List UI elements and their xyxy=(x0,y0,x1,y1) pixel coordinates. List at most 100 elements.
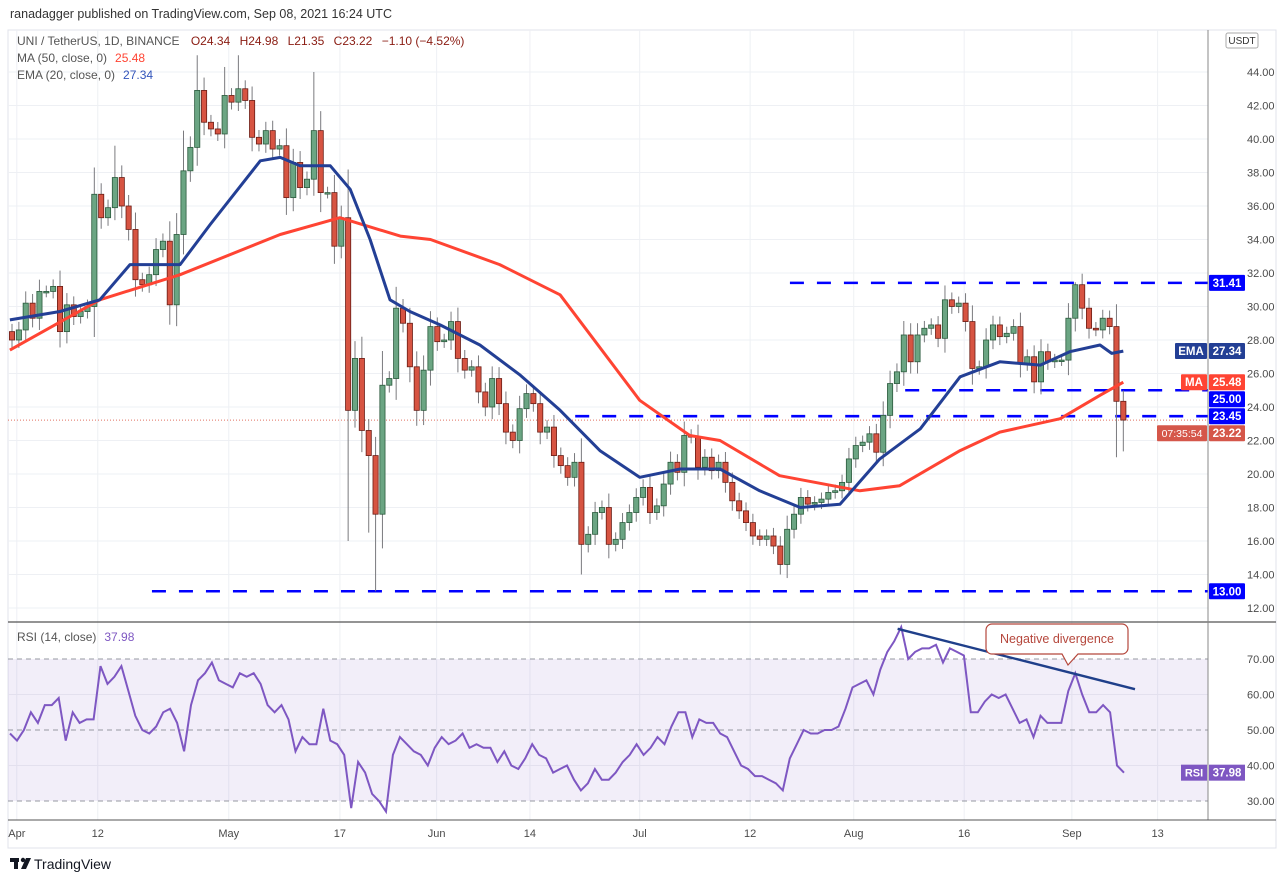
candle-up xyxy=(1099,317,1106,331)
candle-up xyxy=(276,145,283,150)
currency-badge[interactable]: USDT xyxy=(1225,32,1259,49)
candle-down xyxy=(317,130,324,193)
candle-up xyxy=(516,408,523,441)
legend: UNI / TetherUS, 1D, BINANCE O24.34 H24.9… xyxy=(17,34,464,644)
time-tick-label: 14 xyxy=(524,828,536,840)
price-axis[interactable]: 44.00 42.00 40.00 38.00 36.00 34.00 32.00 30.00… xyxy=(1247,67,1275,615)
candle-down xyxy=(207,121,214,130)
candle-up xyxy=(715,461,722,472)
candle-down xyxy=(907,334,914,363)
negative-divergence-callout[interactable]: Negative divergence xyxy=(985,623,1129,667)
candle-down xyxy=(502,403,509,433)
candle-up xyxy=(386,378,393,386)
candle-up xyxy=(324,192,331,195)
time-tick-label: 13 xyxy=(1151,828,1163,840)
last-price-value: 23.22 xyxy=(1213,428,1242,440)
currency-badge-text: USDT xyxy=(1228,36,1255,47)
candle-up xyxy=(633,497,640,513)
candle-down xyxy=(1086,307,1093,329)
last-price-value-bg xyxy=(1209,425,1245,442)
price-tick-label: 32.00 xyxy=(1247,268,1275,280)
candle-down xyxy=(118,177,125,207)
candle-up xyxy=(43,291,50,294)
candle-down xyxy=(29,302,36,319)
price-badges: 31.41 27.34 EMA 25.48 MA 25.00 23.45 23.22 07:35… xyxy=(1157,274,1245,781)
level-badge: 25.00 xyxy=(1213,394,1242,406)
candle-up xyxy=(1072,284,1079,319)
legend-ema-value: 27.34 xyxy=(123,68,153,82)
candle-down xyxy=(804,497,811,505)
candle-up xyxy=(653,505,660,513)
candle-up xyxy=(310,130,317,180)
price-tick-label: 12.00 xyxy=(1247,603,1275,615)
rsi-tag: RSI xyxy=(1185,768,1203,780)
candle-countdown: 07:35:54 xyxy=(1162,428,1203,440)
ma-value-badge-bg xyxy=(1209,374,1245,391)
candle-down xyxy=(496,378,503,405)
candle-up xyxy=(941,299,948,339)
callout-bubble xyxy=(985,623,1129,667)
candle-down xyxy=(509,431,516,441)
legend-rsi-label: RSI (14, close) xyxy=(17,630,96,644)
candle-up xyxy=(989,324,996,341)
rsi-tick-label: 30.00 xyxy=(1247,796,1275,808)
level-badge: 13.00 xyxy=(1213,586,1242,598)
time-tick-label: 16 xyxy=(958,828,970,840)
legend-open: O24.34 xyxy=(191,34,231,48)
candle-up xyxy=(235,88,242,103)
candle-up xyxy=(921,327,928,336)
rsi-tick-label: 70.00 xyxy=(1247,654,1275,666)
candle-up xyxy=(701,456,708,468)
time-axis[interactable]: Apr 12 May 17 Jun 14 Jul 12 Aug 16 Sep 13 xyxy=(8,828,1164,840)
candle-up xyxy=(523,393,530,410)
ma-value-badge: 25.48 xyxy=(1213,377,1242,389)
candle-up xyxy=(845,458,852,483)
candle-up xyxy=(180,170,187,235)
candle-down xyxy=(454,321,461,359)
rsi-divergence-trendline xyxy=(897,627,1136,691)
legend-ma: MA (50, close, 0) 25.48 xyxy=(17,51,145,65)
time-tick-label: Jun xyxy=(428,828,446,840)
candle-up xyxy=(427,326,434,371)
price-tick-label: 34.00 xyxy=(1247,235,1275,247)
rsi-line xyxy=(9,623,1125,815)
candle-down xyxy=(70,304,77,317)
candle-down xyxy=(242,88,249,101)
legend-high: H24.98 xyxy=(240,34,279,48)
candle-down xyxy=(214,128,221,135)
candle-up xyxy=(983,339,990,368)
ema-tag-bg xyxy=(1175,343,1207,360)
candle-up xyxy=(791,513,798,530)
candle-down xyxy=(1113,326,1120,402)
candle-down xyxy=(777,545,784,565)
price-tick-label: 14.00 xyxy=(1247,570,1275,582)
candle-down xyxy=(269,130,276,150)
candle-down xyxy=(461,358,468,371)
candle-down xyxy=(358,358,365,431)
candle-up xyxy=(893,371,900,384)
candle-up xyxy=(914,334,921,363)
candle-down xyxy=(228,95,235,103)
candle-up xyxy=(598,507,605,513)
candle-up xyxy=(338,217,345,247)
candle-down xyxy=(434,326,441,343)
candle-down xyxy=(743,510,750,523)
time-tick-label: Apr xyxy=(8,828,25,840)
tradingview-brand: TradingView xyxy=(34,856,112,872)
candle-up xyxy=(194,90,201,148)
candle-down xyxy=(695,436,702,468)
candle-down xyxy=(1106,317,1113,328)
tradingview-logo[interactable]: TradingView xyxy=(10,856,112,872)
price-tick-label: 16.00 xyxy=(1247,536,1275,548)
candle-up xyxy=(825,492,832,500)
candle-up xyxy=(859,441,866,446)
candle-up xyxy=(619,522,626,540)
candle-up xyxy=(818,498,825,503)
candle-down xyxy=(578,461,585,545)
published-caption: ranadagger published on TradingView.com,… xyxy=(10,7,392,21)
candle-down xyxy=(125,205,132,230)
candle-up xyxy=(15,329,22,341)
candle-up xyxy=(351,358,358,411)
rsi-axis[interactable]: 70.00 60.00 50.00 40.00 30.00 xyxy=(1247,654,1275,808)
